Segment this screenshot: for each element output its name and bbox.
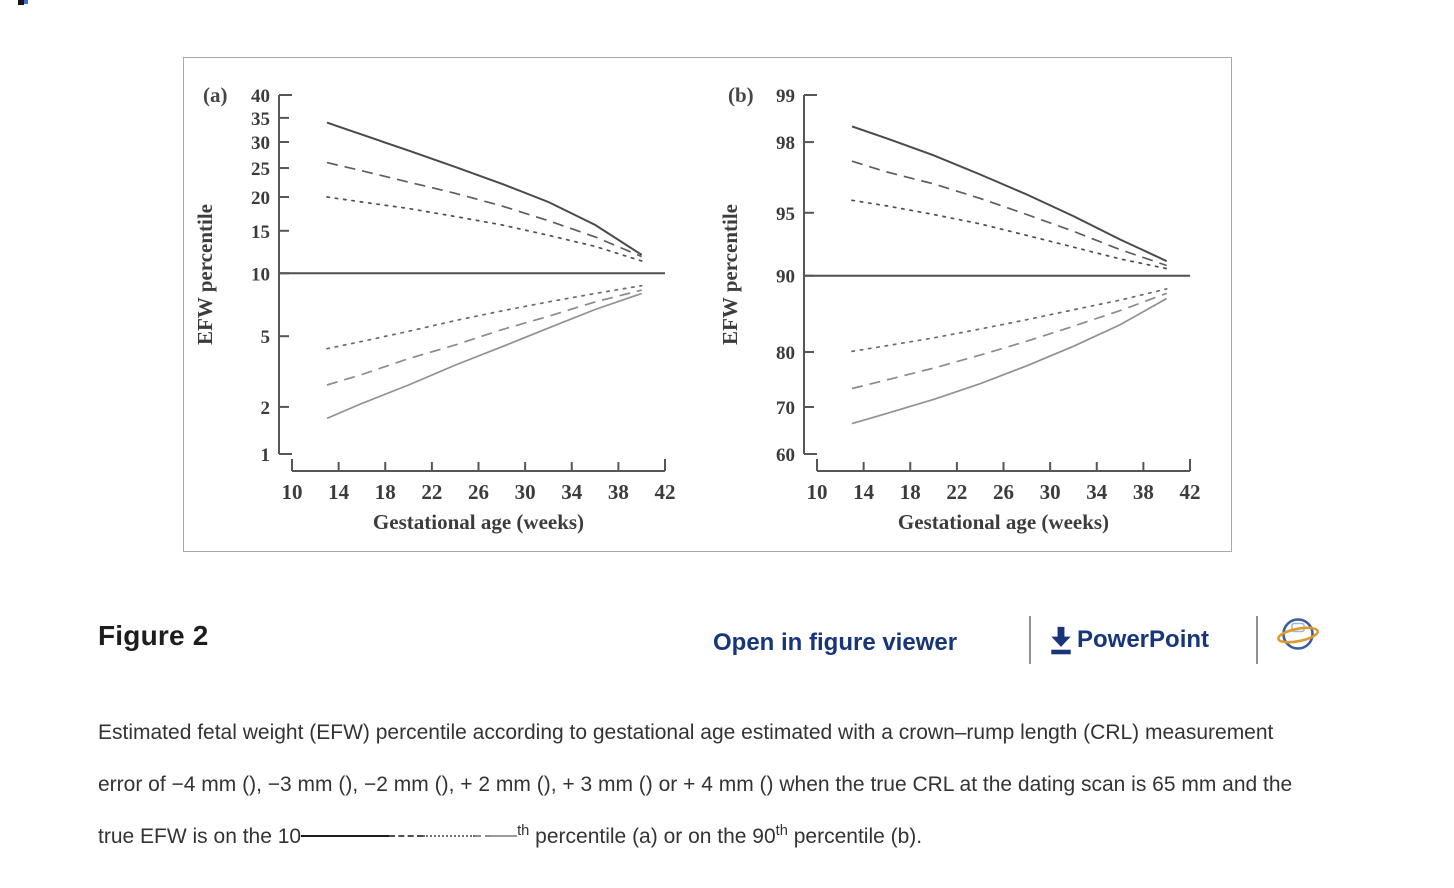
svg-text:10: 10 — [282, 480, 303, 504]
caption-text-3: percentile (b). — [787, 825, 923, 848]
svg-text:EFW percentile: EFW percentile — [718, 204, 742, 345]
svg-text:Gestational age (weeks): Gestational age (weeks) — [898, 510, 1109, 534]
powerpoint-download-link[interactable]: PowerPoint — [1046, 624, 1209, 656]
journal-logo-icon — [1274, 609, 1322, 659]
svg-text:10: 10 — [251, 264, 270, 285]
svg-text:20: 20 — [251, 188, 270, 209]
linestyle-dashed — [389, 834, 424, 837]
chart-panel-b: 99 98 95 90 80 70 60 10 14 18 22 26 30 34 38 42 Gestatio… — [718, 83, 1201, 534]
svg-text:14: 14 — [853, 480, 875, 504]
svg-text:70: 70 — [776, 398, 795, 419]
svg-text:30: 30 — [251, 133, 270, 154]
figure-caption: Estimated fetal weight (EFW) percentile … — [98, 707, 1317, 863]
figure-title: Figure 2 — [98, 620, 209, 651]
svg-text:90: 90 — [776, 267, 795, 288]
svg-text:18: 18 — [900, 480, 921, 504]
svg-text:EFW percentile: EFW percentile — [193, 204, 217, 345]
svg-text:5: 5 — [261, 327, 271, 348]
caption-text-2: percentile (a) or on the 90 — [529, 825, 776, 848]
svg-text:99: 99 — [776, 86, 795, 107]
open-figure-viewer-link[interactable]: Open in figure viewer — [713, 629, 958, 656]
caption-text-1: Estimated fetal weight (EFW) percentile … — [98, 721, 1293, 848]
svg-text:80: 80 — [776, 343, 795, 364]
svg-text:14: 14 — [328, 480, 350, 504]
svg-text:60: 60 — [776, 445, 795, 466]
figure-image-panel: 40 35 30 25 20 15 10 5 2 1 10 14 18 22 26 30 34 38 42 Gesta… — [183, 57, 1232, 552]
svg-text:42: 42 — [1180, 480, 1201, 504]
svg-text:1: 1 — [261, 445, 271, 466]
svg-text:25: 25 — [251, 159, 270, 180]
caption-sup-th-1: th — [517, 823, 530, 839]
caption-sup-th-2: th — [775, 823, 788, 839]
svg-text:40: 40 — [251, 86, 270, 107]
svg-text:30: 30 — [1040, 480, 1061, 504]
svg-text:22: 22 — [421, 480, 442, 504]
linestyle-dashed-light — [475, 834, 492, 837]
caption-percentile-10: 10 — [277, 825, 302, 848]
svg-text:(b): (b) — [728, 83, 754, 107]
linestyle-solid-dark — [301, 834, 390, 837]
divider — [1029, 616, 1031, 664]
svg-text:26: 26 — [993, 480, 1014, 504]
svg-text:42: 42 — [655, 480, 676, 504]
svg-text:Gestational age (weeks): Gestational age (weeks) — [373, 510, 584, 534]
screen-artifact-blue — [24, 0, 28, 4]
svg-text:2: 2 — [261, 398, 271, 419]
download-icon — [1051, 626, 1071, 655]
linestyle-solid-light — [491, 834, 518, 837]
svg-text:30: 30 — [515, 480, 536, 504]
svg-text:10: 10 — [807, 480, 828, 504]
svg-text:34: 34 — [1086, 480, 1108, 504]
svg-text:38: 38 — [608, 480, 629, 504]
screen-artifact-dark — [18, 0, 24, 5]
svg-text:38: 38 — [1133, 480, 1154, 504]
linestyle-dotted — [423, 834, 476, 837]
svg-text:34: 34 — [561, 480, 583, 504]
divider — [1256, 616, 1258, 664]
svg-text:35: 35 — [251, 109, 270, 130]
svg-text:22: 22 — [946, 480, 967, 504]
svg-text:98: 98 — [776, 133, 795, 154]
svg-text:15: 15 — [251, 222, 270, 243]
svg-text:18: 18 — [375, 480, 396, 504]
svg-text:26: 26 — [468, 480, 489, 504]
powerpoint-label: PowerPoint — [1077, 626, 1210, 653]
svg-text:(a): (a) — [203, 83, 228, 107]
svg-text:95: 95 — [776, 204, 795, 225]
